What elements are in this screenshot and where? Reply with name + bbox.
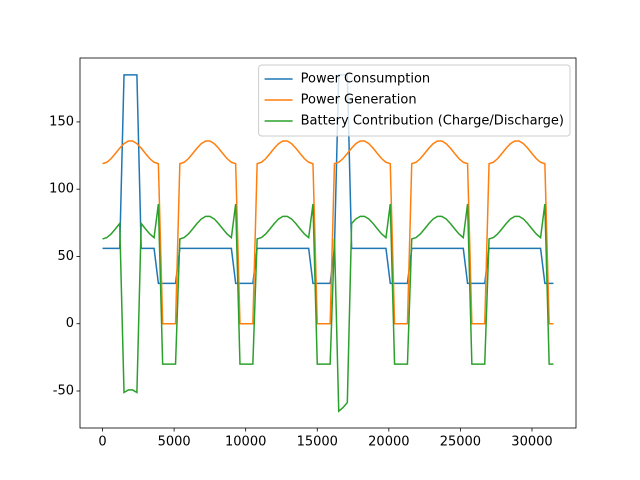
- y-tick-label: 0: [66, 316, 74, 331]
- y-tick-label: -50: [53, 384, 74, 399]
- x-tick-label: 25000: [440, 435, 481, 450]
- y-tick-label: 100: [49, 182, 74, 197]
- x-tick-label: 5000: [158, 435, 191, 450]
- legend-label: Power Consumption: [301, 72, 431, 87]
- y-tick-label: 150: [49, 114, 74, 129]
- plot-frame: [79, 57, 577, 429]
- legend: Power Consumption Power Generation Battery…: [258, 64, 571, 137]
- x-tick-label: 10000: [225, 435, 266, 450]
- legend-label: Power Generation: [301, 93, 417, 108]
- x-tick-label: 15000: [297, 435, 338, 450]
- y-tick-label: 50: [57, 249, 74, 264]
- legend-box: [258, 64, 571, 137]
- x-tick-label: 30000: [511, 435, 552, 450]
- legend-label: Battery Contribution (Charge/Discharge): [301, 114, 564, 129]
- series-line: [102, 203, 554, 413]
- series-line: [102, 140, 554, 325]
- x-tick-label: 0: [98, 435, 106, 450]
- x-tick-label: 20000: [368, 435, 409, 450]
